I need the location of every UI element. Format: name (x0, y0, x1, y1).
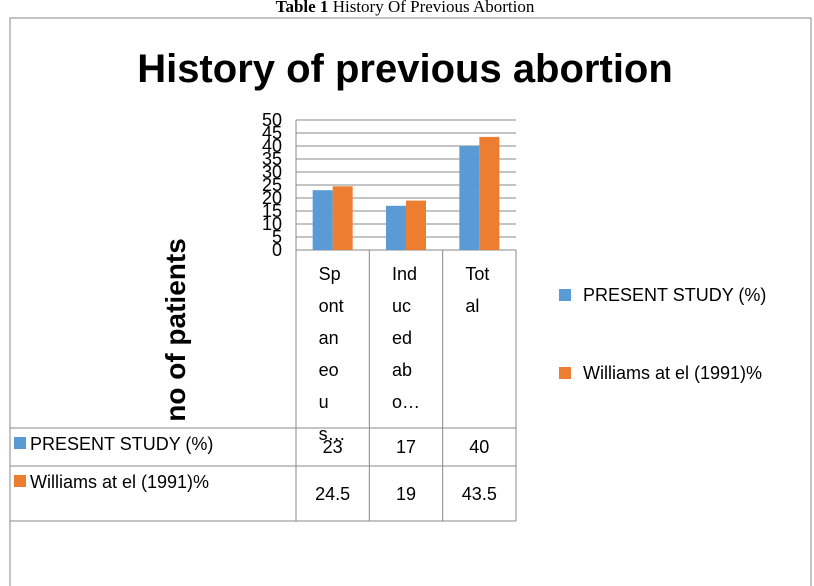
table-legend-key (14, 475, 26, 487)
table-legend-key (14, 437, 26, 449)
bar (459, 146, 480, 250)
legend-key (559, 289, 571, 301)
category-label: Spontaneous… (318, 264, 346, 444)
caption-text: History Of Previous Abortion (333, 0, 535, 16)
bar (312, 190, 333, 250)
table-value: 23 (322, 437, 343, 457)
y-tick-label: 45 (262, 123, 282, 143)
table-value: 43.5 (461, 483, 497, 504)
table-value: 17 (395, 437, 416, 457)
y-tick-label: 10 (262, 214, 282, 234)
table-value: 40 (469, 437, 490, 457)
table-row-label: PRESENT STUDY (%) (30, 434, 214, 454)
caption: Table 1 History Of Previous Abortion (276, 0, 535, 16)
y-tick-label: 30 (262, 162, 282, 182)
bar (386, 205, 406, 250)
caption-label: Table 1 (276, 0, 329, 16)
y-tick-label: 25 (262, 175, 282, 195)
bar (479, 136, 500, 250)
category-label: Total (465, 264, 490, 316)
legend-key (559, 367, 571, 379)
table-row-label: Williams at el (1991)% (30, 472, 210, 492)
y-tick-label: 20 (262, 188, 282, 208)
y-tick-label: 0 (272, 240, 282, 260)
y-tick-label: 50 (262, 110, 282, 130)
bar (406, 200, 426, 250)
legend-label: PRESENT STUDY (%) (583, 285, 767, 305)
chart-border (9, 17, 812, 586)
table-value: 24.5 (315, 483, 351, 504)
table-value: 19 (395, 483, 416, 504)
bar (332, 186, 353, 250)
y-tick-label: 40 (262, 136, 282, 156)
category-label: Induced abo… (392, 264, 421, 412)
y-tick-label: 5 (272, 227, 282, 247)
legend-label: Williams at el (1991)% (583, 363, 763, 383)
chart-title: History of previous abortion (137, 47, 673, 91)
y-axis-label: no of patients (160, 238, 191, 422)
y-tick-label: 15 (262, 201, 282, 221)
y-tick-label: 35 (262, 149, 282, 169)
